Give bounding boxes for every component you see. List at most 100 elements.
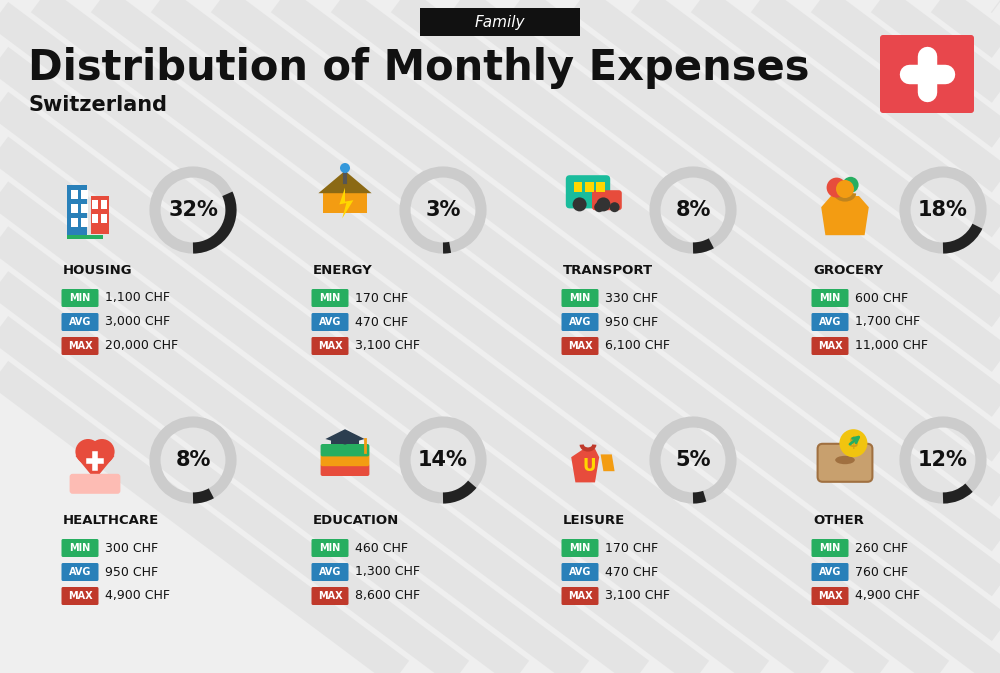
- FancyBboxPatch shape: [312, 313, 349, 331]
- Text: 170 CHF: 170 CHF: [605, 542, 658, 555]
- FancyBboxPatch shape: [562, 313, 598, 331]
- Text: 3,100 CHF: 3,100 CHF: [605, 590, 670, 602]
- Bar: [574, 182, 582, 192]
- Text: MIN: MIN: [819, 543, 841, 553]
- Polygon shape: [323, 193, 367, 213]
- Text: 170 CHF: 170 CHF: [355, 291, 408, 304]
- Text: 330 CHF: 330 CHF: [605, 291, 658, 304]
- Bar: [71, 190, 78, 199]
- FancyBboxPatch shape: [562, 289, 598, 307]
- Circle shape: [610, 202, 620, 212]
- Bar: [585, 182, 594, 192]
- Text: 4,900 CHF: 4,900 CHF: [855, 590, 920, 602]
- FancyBboxPatch shape: [62, 337, 98, 355]
- Bar: [71, 205, 78, 213]
- Text: 8%: 8%: [675, 200, 711, 220]
- Text: 950 CHF: 950 CHF: [605, 316, 658, 328]
- Text: HEALTHCARE: HEALTHCARE: [63, 513, 159, 526]
- FancyBboxPatch shape: [812, 337, 848, 355]
- Text: AVG: AVG: [319, 317, 341, 327]
- Text: 11,000 CHF: 11,000 CHF: [855, 339, 928, 353]
- Text: AVG: AVG: [569, 317, 591, 327]
- Text: 260 CHF: 260 CHF: [855, 542, 908, 555]
- Text: OTHER: OTHER: [813, 513, 864, 526]
- Text: LEISURE: LEISURE: [563, 513, 625, 526]
- FancyBboxPatch shape: [562, 539, 598, 557]
- FancyBboxPatch shape: [812, 563, 848, 581]
- Text: MIN: MIN: [69, 543, 91, 553]
- FancyBboxPatch shape: [312, 539, 349, 557]
- Text: 460 CHF: 460 CHF: [355, 542, 408, 555]
- FancyBboxPatch shape: [62, 563, 98, 581]
- FancyBboxPatch shape: [812, 289, 848, 307]
- Circle shape: [839, 429, 867, 457]
- Text: 1,700 CHF: 1,700 CHF: [855, 316, 920, 328]
- Bar: [81, 219, 88, 227]
- Text: 6,100 CHF: 6,100 CHF: [605, 339, 670, 353]
- Text: 14%: 14%: [418, 450, 468, 470]
- Bar: [101, 200, 107, 209]
- Text: MAX: MAX: [318, 341, 342, 351]
- Text: Family: Family: [475, 15, 525, 30]
- Bar: [91, 196, 109, 234]
- Polygon shape: [318, 171, 372, 193]
- Text: MIN: MIN: [319, 293, 341, 303]
- Text: 600 CHF: 600 CHF: [855, 291, 908, 304]
- Bar: [81, 190, 88, 199]
- FancyBboxPatch shape: [312, 587, 349, 605]
- Text: 1,300 CHF: 1,300 CHF: [355, 565, 420, 579]
- Bar: [596, 182, 605, 192]
- Bar: [92, 200, 98, 209]
- FancyBboxPatch shape: [818, 444, 872, 482]
- Text: HOUSING: HOUSING: [63, 264, 133, 277]
- Text: Switzerland: Switzerland: [28, 95, 167, 115]
- FancyBboxPatch shape: [312, 289, 349, 307]
- FancyBboxPatch shape: [321, 444, 369, 456]
- Polygon shape: [601, 454, 615, 471]
- FancyBboxPatch shape: [70, 474, 120, 494]
- FancyBboxPatch shape: [880, 35, 974, 113]
- Text: 4,900 CHF: 4,900 CHF: [105, 590, 170, 602]
- Circle shape: [89, 439, 115, 464]
- Text: EDUCATION: EDUCATION: [313, 513, 399, 526]
- Bar: [67, 235, 103, 239]
- Text: 950 CHF: 950 CHF: [105, 565, 158, 579]
- Bar: [67, 185, 87, 235]
- FancyBboxPatch shape: [321, 454, 369, 466]
- Text: MIN: MIN: [569, 293, 591, 303]
- Text: 8,600 CHF: 8,600 CHF: [355, 590, 420, 602]
- Bar: [81, 205, 88, 213]
- Text: MAX: MAX: [318, 591, 342, 601]
- Text: 470 CHF: 470 CHF: [605, 565, 658, 579]
- FancyBboxPatch shape: [312, 563, 349, 581]
- Text: 5%: 5%: [675, 450, 711, 470]
- Text: AVG: AVG: [319, 567, 341, 577]
- FancyBboxPatch shape: [321, 464, 369, 476]
- Text: 3%: 3%: [425, 200, 461, 220]
- Text: MIN: MIN: [69, 293, 91, 303]
- FancyBboxPatch shape: [812, 539, 848, 557]
- Polygon shape: [339, 188, 353, 219]
- Bar: [92, 214, 98, 223]
- Text: 3,000 CHF: 3,000 CHF: [105, 316, 170, 328]
- Text: MIN: MIN: [319, 543, 341, 553]
- FancyBboxPatch shape: [562, 563, 598, 581]
- Text: AVG: AVG: [819, 317, 841, 327]
- Polygon shape: [325, 429, 365, 445]
- Text: 3,100 CHF: 3,100 CHF: [355, 339, 420, 353]
- FancyBboxPatch shape: [566, 175, 610, 209]
- FancyBboxPatch shape: [62, 289, 98, 307]
- Circle shape: [75, 439, 101, 464]
- Text: 760 CHF: 760 CHF: [855, 565, 908, 579]
- Text: MAX: MAX: [818, 341, 842, 351]
- Ellipse shape: [835, 456, 855, 464]
- Text: 18%: 18%: [918, 200, 968, 220]
- FancyBboxPatch shape: [420, 8, 580, 36]
- Text: 300 CHF: 300 CHF: [105, 542, 158, 555]
- Text: AVG: AVG: [569, 567, 591, 577]
- Text: ENERGY: ENERGY: [313, 264, 373, 277]
- Circle shape: [573, 197, 587, 211]
- Text: MIN: MIN: [819, 293, 841, 303]
- Circle shape: [340, 163, 350, 173]
- Text: MAX: MAX: [68, 591, 92, 601]
